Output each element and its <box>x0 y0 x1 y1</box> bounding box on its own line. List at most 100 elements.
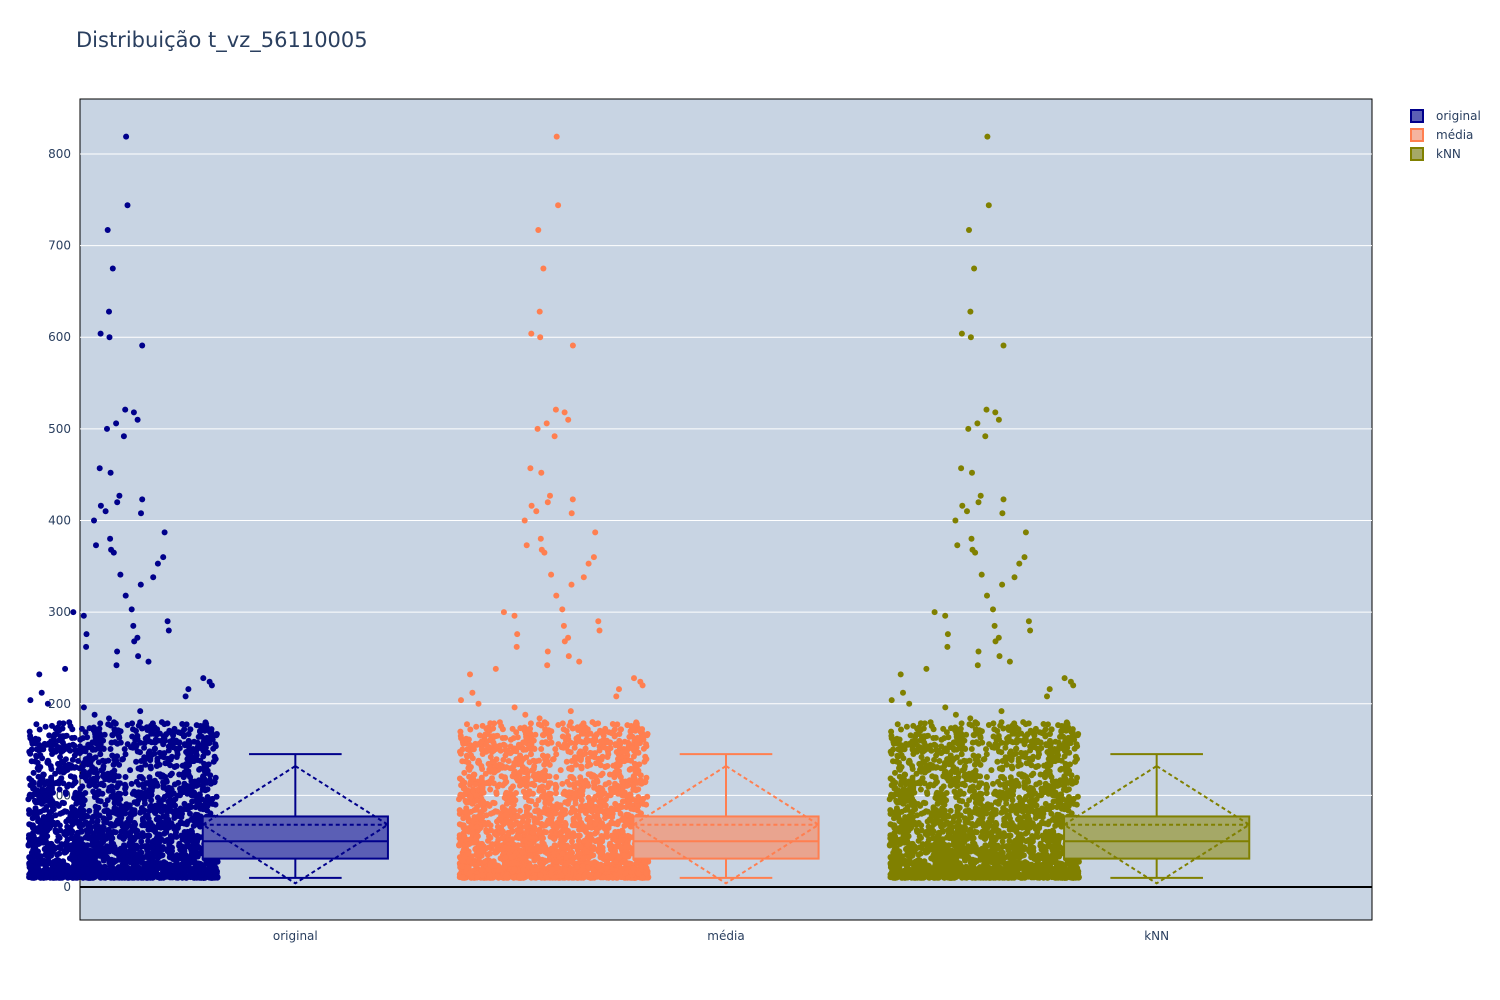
data-point <box>493 791 500 797</box>
data-point <box>465 850 472 857</box>
data-point <box>71 774 78 781</box>
data-point <box>548 571 555 578</box>
data-point <box>522 711 529 718</box>
data-point <box>561 741 568 748</box>
data-point <box>536 308 543 315</box>
data-point <box>185 686 192 693</box>
data-point <box>559 733 566 740</box>
data-point <box>644 731 651 737</box>
chart-title: Distribuição t_vz_56110005 <box>76 28 368 52</box>
data-point <box>45 757 51 764</box>
data-point <box>88 767 95 774</box>
data-point <box>44 786 51 793</box>
data-point <box>622 870 629 877</box>
data-point <box>566 765 573 772</box>
data-point <box>526 862 533 869</box>
data-point <box>43 797 50 804</box>
data-point <box>105 827 112 834</box>
data-point <box>177 805 184 812</box>
data-point <box>80 866 87 873</box>
data-point <box>587 831 594 838</box>
data-point <box>619 828 626 835</box>
data-point <box>113 819 120 826</box>
data-point <box>540 265 547 272</box>
data-point <box>45 813 52 820</box>
data-point <box>35 870 42 877</box>
data-point <box>144 812 151 819</box>
data-point <box>539 752 546 759</box>
data-point <box>617 837 624 844</box>
data-point <box>114 648 121 655</box>
data-point <box>51 858 58 865</box>
data-point <box>537 334 544 341</box>
data-point <box>83 631 90 638</box>
data-point <box>616 744 623 751</box>
data-point <box>602 796 609 803</box>
data-point <box>558 836 565 843</box>
data-point <box>203 797 210 804</box>
data-point <box>461 769 468 776</box>
data-point <box>139 807 146 814</box>
data-point <box>561 788 568 795</box>
data-point <box>117 871 124 878</box>
data-point <box>483 748 490 755</box>
data-point <box>56 872 63 879</box>
data-point <box>574 863 580 870</box>
data-point <box>95 862 102 869</box>
data-point <box>473 833 480 840</box>
box-iqr <box>201 815 389 860</box>
data-point <box>93 542 99 549</box>
data-point <box>502 734 509 741</box>
data-point <box>173 763 180 769</box>
data-point <box>585 782 592 789</box>
data-point <box>456 796 462 803</box>
data-point <box>608 832 615 839</box>
data-point <box>84 842 91 849</box>
data-point <box>538 469 545 476</box>
data-point <box>540 774 547 781</box>
data-point <box>487 786 494 793</box>
data-point <box>557 767 564 774</box>
data-point <box>185 771 192 778</box>
data-point <box>639 682 646 689</box>
data-point <box>94 774 101 781</box>
data-point <box>80 760 87 766</box>
data-point <box>575 812 582 819</box>
data-point <box>113 806 120 813</box>
data-point <box>603 865 610 872</box>
data-point <box>516 833 523 840</box>
data-point <box>132 821 139 828</box>
data-point <box>73 750 80 757</box>
data-point <box>42 792 49 799</box>
data-point <box>618 845 625 851</box>
data-point <box>534 819 541 826</box>
data-point <box>590 554 597 561</box>
data-point <box>464 721 470 728</box>
data-point <box>161 735 168 742</box>
data-point <box>503 800 510 807</box>
data-point <box>633 797 640 804</box>
data-point <box>509 725 516 732</box>
data-point <box>134 732 141 739</box>
data-point <box>609 721 616 727</box>
data-point <box>95 797 102 804</box>
data-point <box>62 665 69 672</box>
data-point <box>49 847 56 854</box>
data-point <box>163 778 170 785</box>
data-point <box>578 764 585 771</box>
data-point <box>112 829 119 836</box>
data-point <box>473 823 480 830</box>
data-point <box>551 433 558 440</box>
data-point <box>181 847 188 854</box>
data-point <box>48 777 55 784</box>
data-point <box>55 760 61 767</box>
data-point <box>560 726 567 733</box>
data-point <box>64 823 71 830</box>
data-point <box>589 719 596 726</box>
data-point <box>35 766 42 773</box>
data-point <box>580 823 587 830</box>
data-point <box>40 839 47 846</box>
data-point <box>553 774 560 780</box>
data-point <box>612 847 618 854</box>
